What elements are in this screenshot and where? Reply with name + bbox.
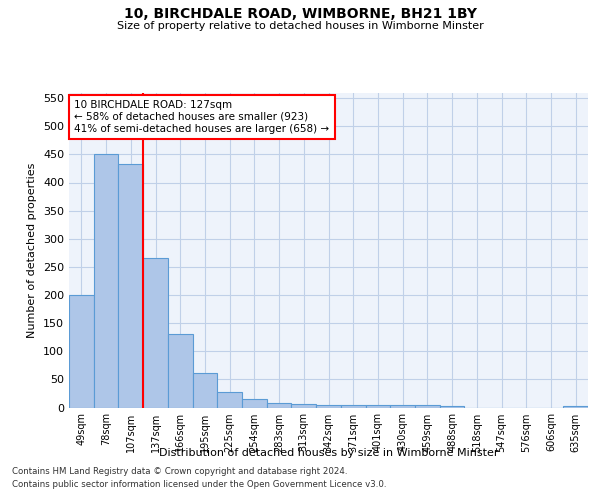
- Bar: [365, 404, 390, 407]
- Text: Contains public sector information licensed under the Open Government Licence v3: Contains public sector information licen…: [12, 480, 386, 489]
- Bar: [242, 399, 267, 407]
- Bar: [69, 295, 94, 408]
- Bar: [168, 334, 193, 407]
- Bar: [94, 154, 118, 408]
- Bar: [292, 404, 316, 407]
- Bar: [563, 406, 588, 407]
- Y-axis label: Number of detached properties: Number of detached properties: [28, 162, 37, 338]
- Text: Contains HM Land Registry data © Crown copyright and database right 2024.: Contains HM Land Registry data © Crown c…: [12, 467, 347, 476]
- Bar: [440, 406, 464, 407]
- Bar: [415, 404, 440, 407]
- Text: 10 BIRCHDALE ROAD: 127sqm
← 58% of detached houses are smaller (923)
41% of semi: 10 BIRCHDALE ROAD: 127sqm ← 58% of detac…: [74, 100, 329, 134]
- Bar: [341, 404, 365, 407]
- Bar: [316, 404, 341, 407]
- Text: Size of property relative to detached houses in Wimborne Minster: Size of property relative to detached ho…: [116, 21, 484, 31]
- Bar: [143, 258, 168, 408]
- Bar: [390, 404, 415, 407]
- Bar: [118, 164, 143, 408]
- Bar: [217, 392, 242, 407]
- Bar: [267, 403, 292, 407]
- Text: 10, BIRCHDALE ROAD, WIMBORNE, BH21 1BY: 10, BIRCHDALE ROAD, WIMBORNE, BH21 1BY: [124, 8, 476, 22]
- Bar: [193, 372, 217, 408]
- Text: Distribution of detached houses by size in Wimborne Minster: Distribution of detached houses by size …: [159, 448, 499, 458]
